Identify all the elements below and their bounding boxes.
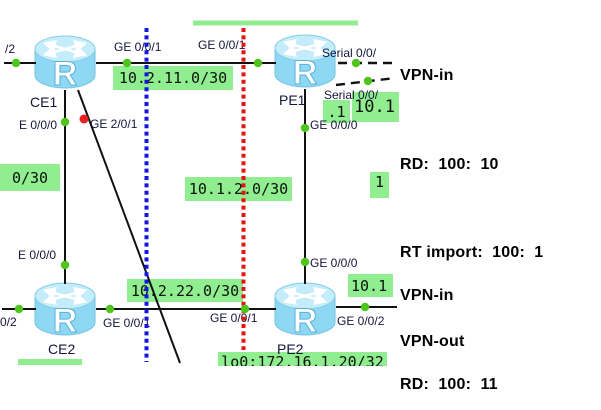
iface-label-ce2-e000: E 0/0/0	[18, 248, 57, 262]
iface-label-ce1-e000: E 0/0/0	[19, 118, 58, 132]
connection-dot-red	[79, 114, 89, 124]
vpn-line: VPN-out	[400, 332, 465, 350]
route-arrows-icon	[282, 39, 328, 57]
subnet-label-pe2-right-net: 10.1	[348, 274, 393, 297]
iface-label-pe2-ge000: GE 0/0/0	[310, 256, 358, 270]
subnet-label-pe1-pe2: 10.1.2.0/30	[185, 177, 292, 201]
route-arrows-icon	[282, 287, 328, 305]
router-icon-pe1: R	[273, 33, 337, 93]
iface-label-ce1-ge001: GE 0/0/1	[114, 40, 162, 54]
green-bar-bottom	[18, 359, 82, 365]
router-icon-ce2: R	[33, 281, 97, 341]
router-cylinder: R	[274, 34, 336, 93]
iface-label-pe1-ge001: GE 0/0/1	[198, 38, 246, 52]
iface-label-pe1-serial-upper: Serial 0/0/	[322, 46, 377, 60]
route-arrows-icon	[42, 287, 88, 305]
subnet-label-ce2-pe2: 10.2.22.0/30	[127, 279, 243, 302]
subnet-label-small-cut: 1	[370, 172, 389, 198]
router-label-pe1: PE1	[279, 92, 306, 108]
vpn-config-pe2: VPN-in RD: 100: 11 RT import: 100: 1 VPN…	[400, 222, 543, 410]
subnet-label-ce1-pe1: 10.2.11.0/30	[113, 66, 233, 90]
subnet-label-pe1-serial-net: 10.1	[352, 92, 399, 122]
router-cylinder: R	[274, 282, 336, 341]
router-label-ce1: CE1	[30, 94, 58, 110]
serial-dashed-links	[335, 61, 396, 87]
route-arrows-icon	[42, 40, 88, 58]
vpn-config-pe1: VPN-in RD: 100: 10 RT import: 100: 1 VPN…	[400, 2, 543, 410]
iface-label-pe1-ge000: GE 0/0/0	[310, 118, 358, 132]
router-icon-pe2: R	[273, 281, 337, 341]
iface-label-ce2-left: 0/2	[0, 315, 17, 329]
vpn-line: RT import: 100: 1	[400, 244, 544, 261]
iface-label-pe2-ge001: GE 0/0/1	[210, 311, 258, 325]
router-letter: R	[293, 54, 318, 91]
router-icon-ce1: R	[33, 34, 97, 94]
iface-label-ce1-left: /2	[5, 42, 16, 56]
iface-label-ce2-ge001: GE 0/0/1	[103, 316, 151, 330]
vpn-line: RD: 100: 10	[400, 155, 499, 173]
router-cylinder: R	[34, 282, 96, 341]
iface-label-pe2-ge002: GE 0/0/2	[337, 314, 385, 328]
iface-label-ce1-ge201: GE 2/0/1	[90, 117, 138, 131]
router-letter: R	[293, 302, 318, 339]
subnet-label-pe1-serial-ip: .1	[323, 100, 350, 123]
router-letter: R	[53, 55, 78, 92]
subnet-label-pe2-loopback: lo0:172.16.1.20/32	[218, 352, 387, 366]
vpn-line: VPN-in	[400, 287, 454, 304]
router-letter: R	[53, 302, 78, 339]
router-cylinder: R	[34, 35, 96, 94]
router-label-ce2: CE2	[48, 341, 76, 357]
subnet-label-left-cut: 0/30	[0, 164, 60, 191]
vpn-line: RD: 100: 11	[400, 375, 498, 393]
vpn-line: VPN-in	[400, 67, 454, 84]
router-label-pe2: PE2	[277, 341, 304, 357]
iface-label-pe1-serial-lower: Serial 0/0/	[324, 88, 379, 102]
